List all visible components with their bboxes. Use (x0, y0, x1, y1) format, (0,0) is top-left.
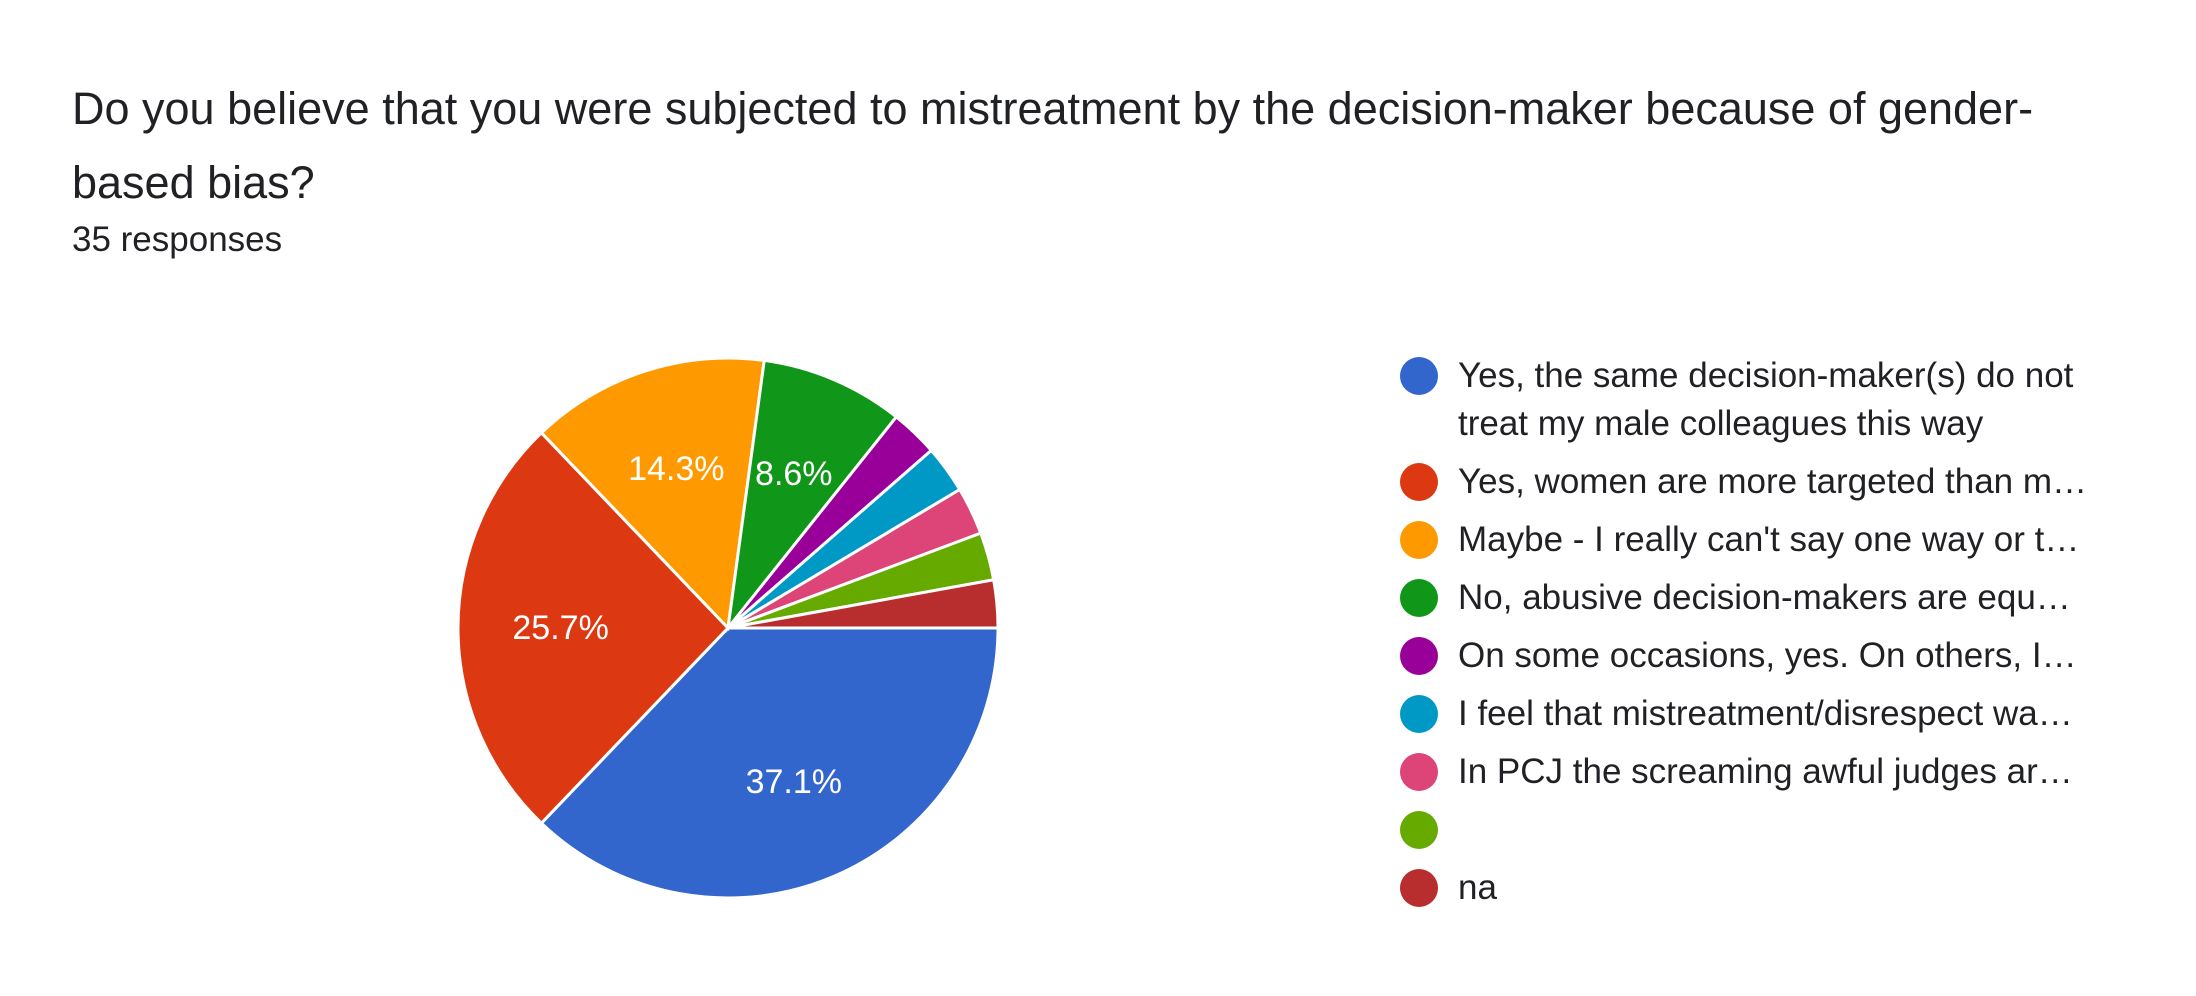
legend-label: On some occasions, yes. On others, I… (1458, 636, 2077, 675)
pie-slice-3[interactable] (539, 356, 766, 632)
legend-label: Maybe - I really can't say one way or t… (1458, 520, 2080, 559)
legend-item-9[interactable]: na (1400, 864, 2120, 922)
pie-slice-labels: 37.1% 25.7% 14.3% 8.6% (512, 450, 842, 801)
legend-swatch-icon (1400, 357, 1438, 395)
slice-label-3: 14.3% (628, 450, 724, 488)
legend-swatch-icon (1400, 579, 1438, 617)
pie-slice-9[interactable] (727, 578, 1000, 630)
legend-item-3[interactable]: Maybe - I really can't say one way or t… (1400, 516, 2120, 574)
legend-swatch-icon (1400, 753, 1438, 791)
legend: Yes, the same decision-maker(s) do not t… (1400, 352, 2120, 922)
pie-slices (456, 356, 1000, 900)
slice-label-2: 25.7% (512, 609, 608, 647)
legend-label: No, abusive decision-makers are equ… (1458, 578, 2071, 617)
legend-label: na (1458, 868, 1497, 907)
legend-label: Yes, the same decision-maker(s) do not t… (1458, 356, 2074, 443)
question-title: Do you believe that you were subjected t… (72, 83, 2034, 208)
legend-item-1[interactable]: Yes, the same decision-maker(s) do not t… (1400, 352, 2120, 458)
legend-label: I feel that mistreatment/disrespect wa… (1458, 694, 2073, 733)
legend-label: In PCJ the screaming awful judges ar… (1458, 752, 2073, 791)
legend-swatch-icon (1400, 869, 1438, 907)
legend-swatch-icon (1400, 637, 1438, 675)
pie-slice-2[interactable] (456, 430, 731, 826)
response-count: 35 responses (72, 220, 283, 259)
legend-swatch-icon (1400, 521, 1438, 559)
legend-item-7[interactable]: In PCJ the screaming awful judges ar… (1400, 748, 2120, 806)
pie-chart: 37.1% 25.7% 14.3% 8.6% (456, 356, 1000, 900)
legend-item-5[interactable]: On some occasions, yes. On others, I… (1400, 632, 2120, 690)
legend-label: Yes, women are more targeted than m… (1458, 462, 2088, 501)
slice-label-1: 37.1% (746, 763, 842, 801)
legend-item-8[interactable] (1400, 806, 2120, 864)
legend-item-6[interactable]: I feel that mistreatment/disrespect wa… (1400, 690, 2120, 748)
slice-label-4: 8.6% (755, 455, 833, 493)
legend-swatch-icon (1400, 811, 1438, 849)
legend-item-4[interactable]: No, abusive decision-makers are equ… (1400, 574, 2120, 632)
legend-swatch-icon (1400, 695, 1438, 733)
pie-slice-1[interactable] (539, 626, 1000, 900)
legend-swatch-icon (1400, 463, 1438, 501)
pie-slice-4[interactable] (725, 358, 899, 634)
legend-item-2[interactable]: Yes, women are more targeted than m… (1400, 458, 2120, 516)
